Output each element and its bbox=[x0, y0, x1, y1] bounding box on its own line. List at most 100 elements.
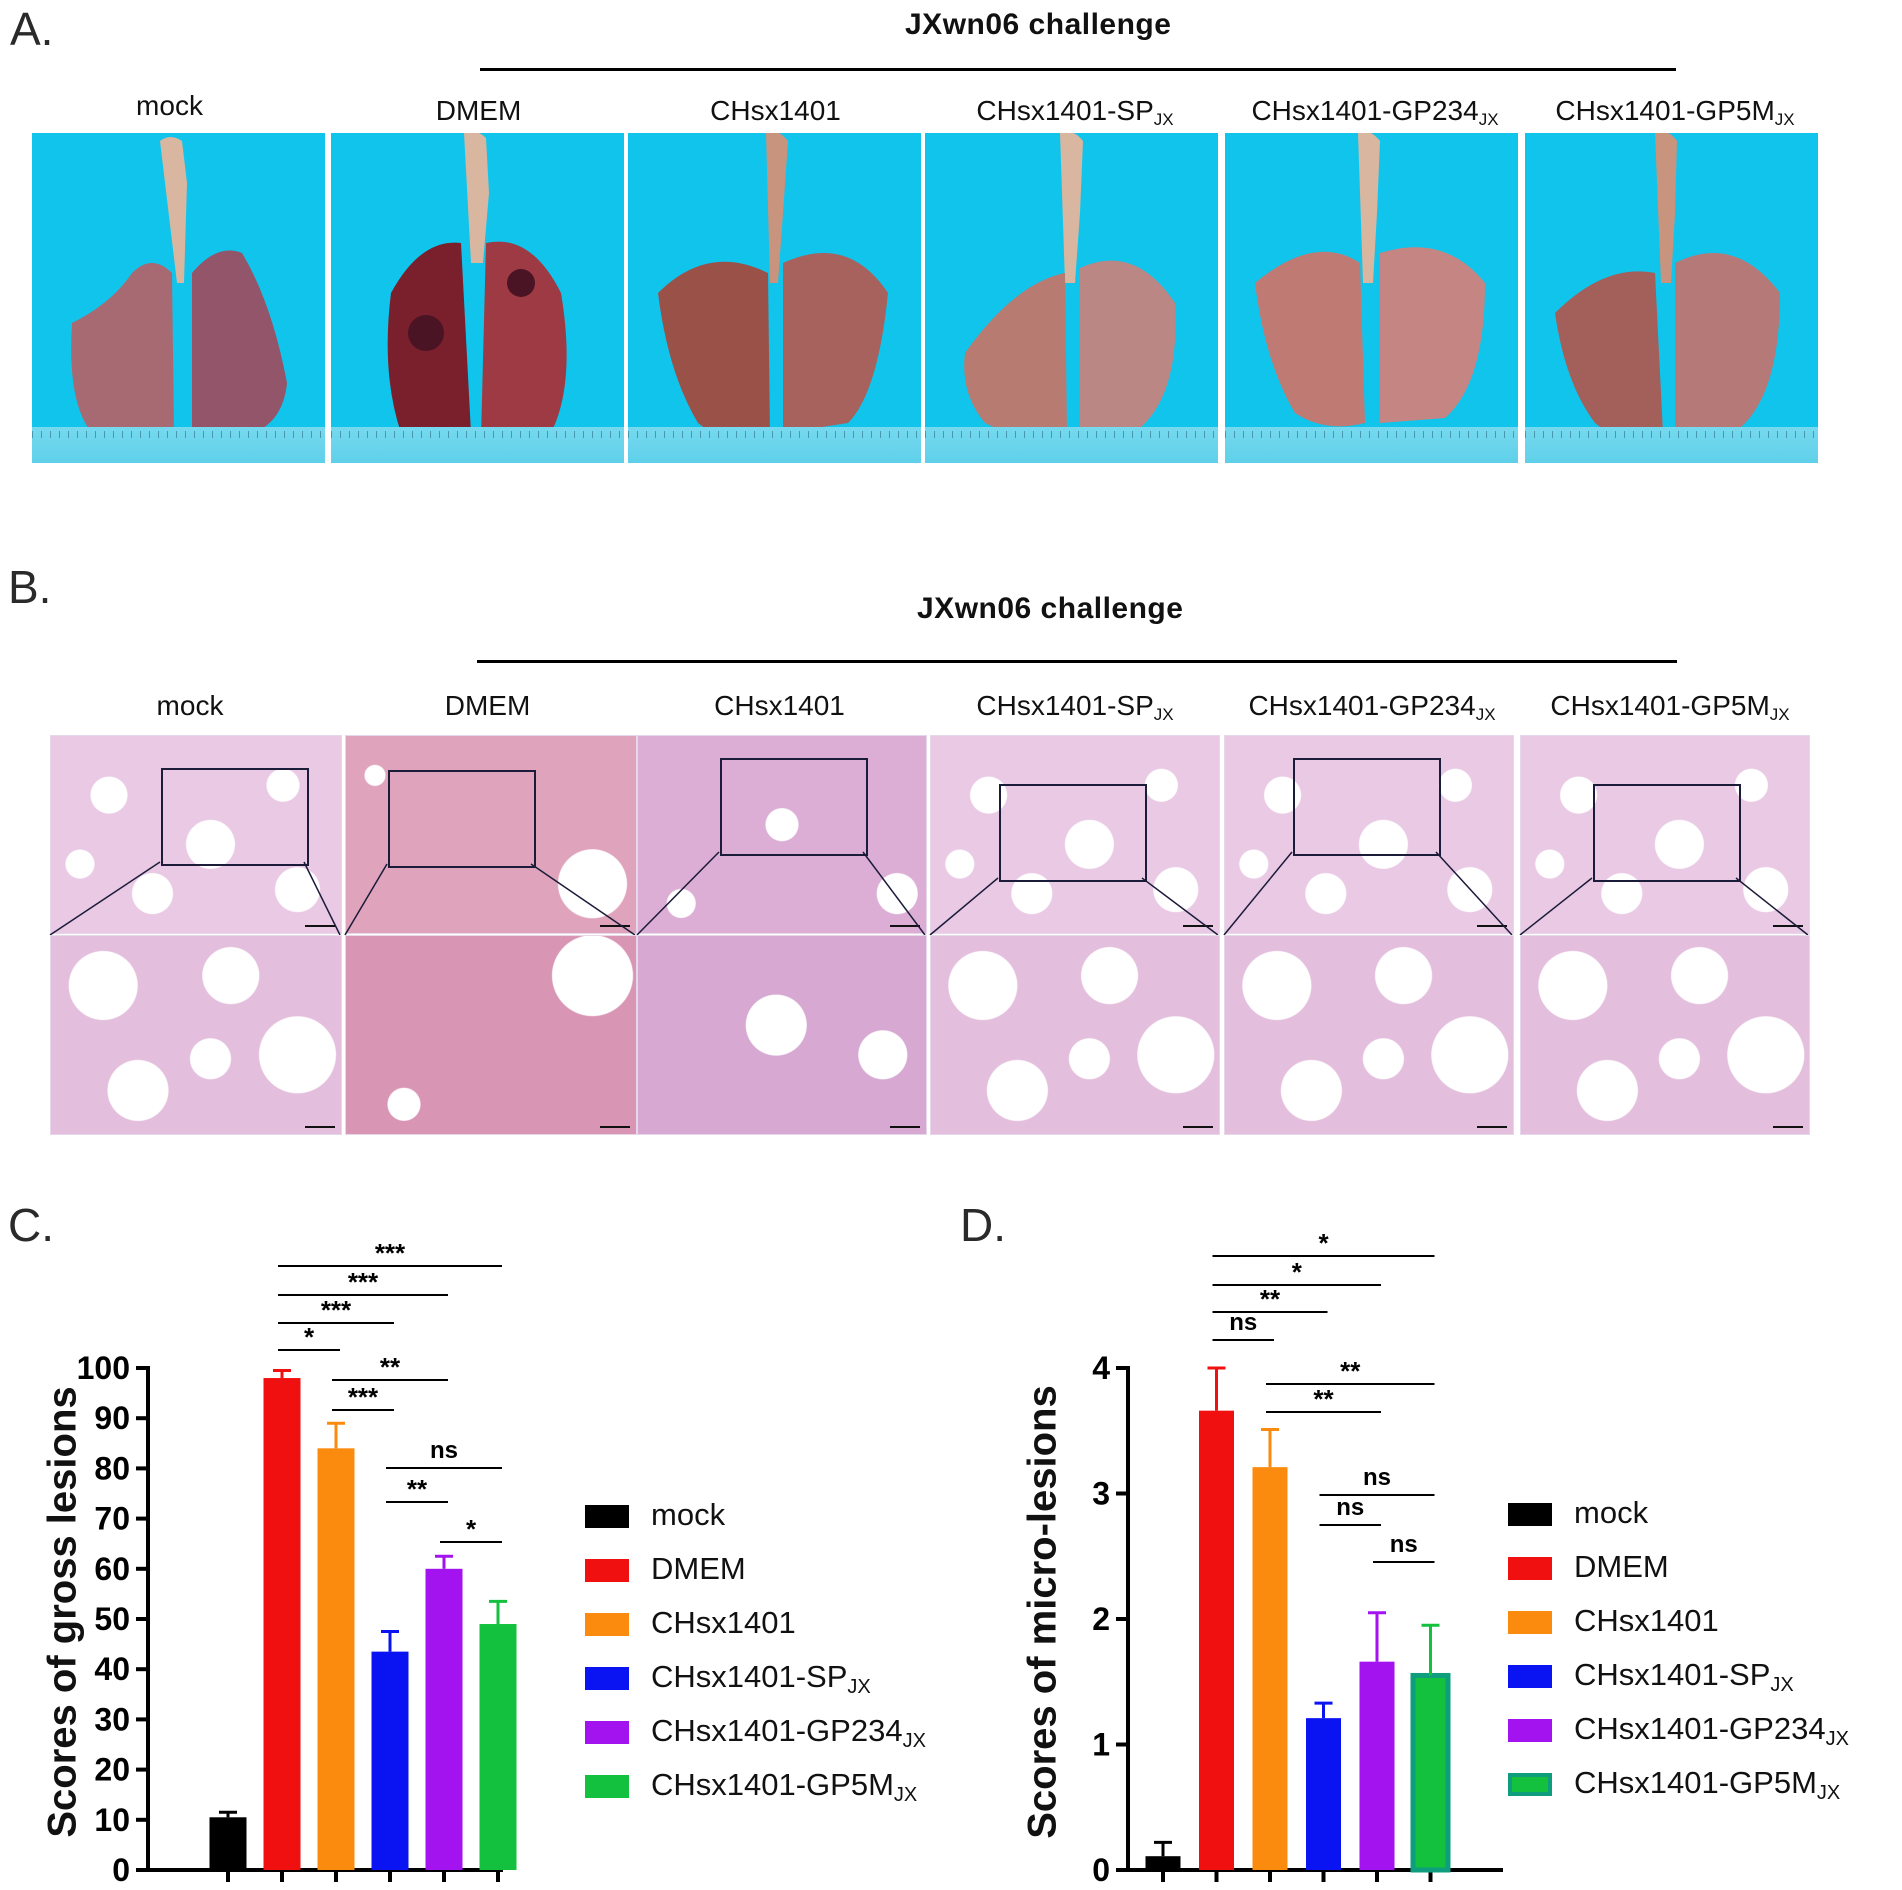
scale-bar bbox=[1183, 925, 1213, 927]
significance-label: *** bbox=[348, 1382, 379, 1412]
chart-d-ylabel: Scores of micro-lesions bbox=[1020, 1385, 1065, 1839]
histo-bottom-sp bbox=[930, 935, 1220, 1135]
histo-bottom-gp234 bbox=[1224, 935, 1514, 1135]
y-tick-label: 70 bbox=[94, 1501, 130, 1537]
panel-b-label-gp234: CHsx1401-GP234JX bbox=[1248, 690, 1496, 724]
zoom-box bbox=[388, 770, 536, 868]
y-tick-label: 40 bbox=[94, 1651, 130, 1687]
histo-bottom-gp5m bbox=[1520, 935, 1810, 1135]
y-tick-label: 50 bbox=[94, 1601, 130, 1637]
histo-top-dmem bbox=[345, 735, 637, 934]
y-tick-label: 60 bbox=[94, 1551, 130, 1587]
histo-bottom-mock bbox=[50, 935, 342, 1135]
significance-label: ns bbox=[1229, 1309, 1257, 1336]
panel-a-label-dmem: DMEM bbox=[435, 95, 522, 126]
lung-shape-dmem bbox=[387, 133, 567, 443]
panel-b-label-dmem: DMEM bbox=[444, 690, 531, 721]
zoom-box bbox=[720, 758, 868, 856]
y-tick-label: 4 bbox=[1092, 1350, 1110, 1386]
legend-c-swatch-sp bbox=[585, 1667, 629, 1690]
significance-label: ** bbox=[380, 1352, 401, 1382]
legend-d-swatch-gp234 bbox=[1508, 1719, 1552, 1742]
histo-bottom-chsx1401 bbox=[637, 935, 927, 1135]
significance-label: ns bbox=[1336, 1494, 1364, 1521]
legend-c-swatch-gp234 bbox=[585, 1721, 629, 1744]
lung-shape-chsx1401 bbox=[658, 133, 888, 439]
y-tick-label: 80 bbox=[94, 1450, 130, 1486]
y-tick-label: 90 bbox=[94, 1400, 130, 1436]
panel-a-challenge-line bbox=[480, 68, 1676, 71]
y-tick-label: 100 bbox=[77, 1350, 130, 1386]
panel-a-label-chsx1401: CHsx1401 bbox=[710, 95, 841, 126]
scale-bar bbox=[1773, 925, 1803, 927]
histo-top-gp5m bbox=[1520, 735, 1810, 934]
legend-d-label-sp: CHsx1401-SPJX bbox=[1574, 1657, 1794, 1696]
zoom-box bbox=[1593, 784, 1741, 882]
legend-d-label-dmem: DMEM bbox=[1574, 1549, 1669, 1584]
legend-c-swatch-gp5m bbox=[585, 1775, 629, 1798]
lung-shape-sp bbox=[964, 133, 1176, 437]
legend-c-label-gp5m: CHsx1401-GP5MJX bbox=[651, 1767, 918, 1806]
legend-d-label-mock: mock bbox=[1574, 1495, 1649, 1530]
legend-c-label-gp234: CHsx1401-GP234JX bbox=[651, 1713, 926, 1752]
scale-bar bbox=[305, 1126, 335, 1128]
significance-label: * bbox=[1318, 1228, 1329, 1258]
bar-chsx1401 bbox=[1252, 1467, 1288, 1870]
histo-bottom-dmem bbox=[345, 935, 637, 1135]
bar-chsx1401-gp234jx bbox=[1359, 1661, 1395, 1870]
panel-a-label-gp234: CHsx1401-GP234JX bbox=[1251, 95, 1499, 129]
scale-bar bbox=[890, 925, 920, 927]
lung-shape-gp234 bbox=[1255, 133, 1485, 427]
lung-photo-mock bbox=[32, 133, 325, 463]
bar-chsx1401-gp234jx bbox=[425, 1568, 463, 1870]
significance-label: *** bbox=[348, 1267, 379, 1297]
legend-c-label-mock: mock bbox=[651, 1497, 726, 1532]
legend-c-swatch-dmem bbox=[585, 1559, 629, 1582]
bar-chsx1401-spjx bbox=[1306, 1718, 1341, 1870]
bar-dmem bbox=[1199, 1410, 1234, 1870]
zoom-box bbox=[999, 784, 1147, 882]
legend-c-label-sp: CHsx1401-SPJX bbox=[651, 1659, 871, 1698]
legend-d-label-gp5m: CHsx1401-GP5MJX bbox=[1574, 1765, 1841, 1804]
panel-a-label-sp: CHsx1401-SPJX bbox=[976, 95, 1174, 129]
panel-b-label-sp: CHsx1401-SPJX bbox=[976, 690, 1174, 724]
y-tick-label: 0 bbox=[112, 1852, 130, 1888]
panel-b-label-gp5m: CHsx1401-GP5MJX bbox=[1550, 690, 1790, 724]
lung-photo-chsx1401 bbox=[628, 133, 921, 463]
lung-shape-gp5m bbox=[1555, 133, 1780, 439]
y-tick-label: 1 bbox=[1092, 1727, 1110, 1763]
scale-bar bbox=[600, 1126, 630, 1128]
panel-b-challenge-line bbox=[477, 660, 1677, 663]
y-tick-label: 20 bbox=[94, 1752, 130, 1788]
legend-c-swatch-mock bbox=[585, 1505, 629, 1528]
bar-mock bbox=[1145, 1856, 1181, 1870]
significance-label: *** bbox=[375, 1238, 406, 1268]
lung-photo-sp bbox=[925, 133, 1218, 463]
legend-d-swatch-chsx1401 bbox=[1508, 1611, 1552, 1634]
significance-label: *** bbox=[321, 1295, 352, 1325]
zoom-box bbox=[161, 768, 309, 866]
lung-photo-gp234 bbox=[1225, 133, 1518, 463]
significance-label: ns bbox=[430, 1437, 458, 1464]
lung-shape-mock bbox=[71, 137, 287, 438]
legend-d-swatch-dmem bbox=[1508, 1557, 1552, 1580]
y-tick-label: 10 bbox=[94, 1802, 130, 1838]
legend-d-swatch-sp bbox=[1508, 1665, 1552, 1688]
histo-top-mock bbox=[50, 735, 342, 934]
bar-chsx1401-spjx bbox=[371, 1651, 409, 1870]
panel-c-letter: C. bbox=[8, 1199, 54, 1251]
bar-chsx1401 bbox=[317, 1448, 355, 1870]
y-tick-label: 0 bbox=[1092, 1852, 1110, 1888]
legend-c-label-dmem: DMEM bbox=[651, 1551, 746, 1586]
legend-d-swatch-mock bbox=[1508, 1503, 1552, 1526]
legend-d-label-chsx1401: CHsx1401 bbox=[1574, 1603, 1719, 1638]
legend-d-label-gp234: CHsx1401-GP234JX bbox=[1574, 1711, 1849, 1750]
scale-bar bbox=[890, 1126, 920, 1128]
histo-top-chsx1401 bbox=[637, 735, 927, 934]
panel-b-label-chsx1401: CHsx1401 bbox=[714, 690, 845, 721]
y-tick-label: 2 bbox=[1092, 1601, 1110, 1637]
scale-bar bbox=[1477, 925, 1507, 927]
panel-b-challenge-title: JXwn06 challenge bbox=[917, 592, 1184, 625]
panel-d-letter: D. bbox=[960, 1199, 1006, 1251]
